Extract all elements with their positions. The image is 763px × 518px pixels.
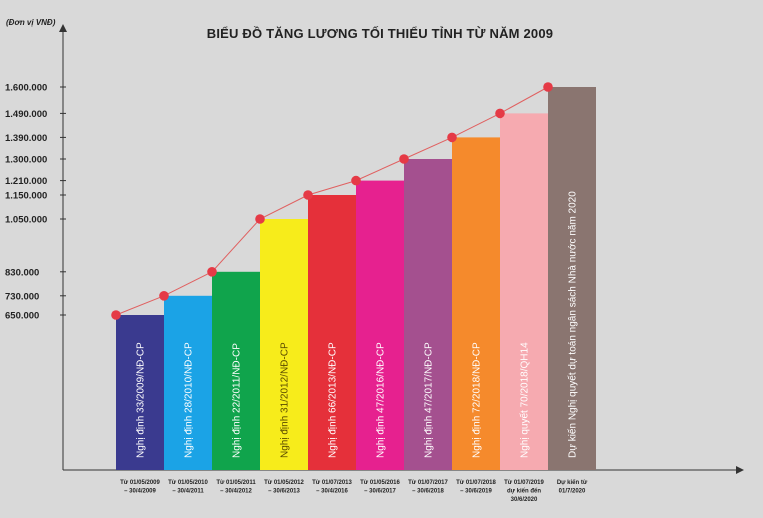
trend-line bbox=[115, 86, 549, 316]
x-tick-label: – 30/4/2012 bbox=[220, 489, 252, 495]
x-tick-label: Từ 01/05/2010 bbox=[168, 480, 208, 486]
y-tick-label: 730.000 bbox=[5, 291, 39, 302]
x-tick-label: – 30/6/2017 bbox=[364, 489, 396, 495]
bar bbox=[452, 137, 500, 470]
y-tick-label: 1.390.000 bbox=[5, 133, 47, 144]
bar-label: Nghị định 33/2009/NĐ-CP bbox=[136, 342, 147, 458]
bar-label: Nghị định 22/2011/NĐ-CP bbox=[232, 343, 243, 458]
bar bbox=[164, 295, 212, 470]
y-tick-label: 830.000 bbox=[5, 267, 39, 278]
y-ticks: 650.000 730.000 830.000 1.050.000 1.150.000 1… bbox=[5, 83, 66, 322]
y-tick-label: 1.490.000 bbox=[5, 109, 47, 120]
data-point bbox=[447, 132, 457, 143]
x-tick-label: dự kiến đến bbox=[507, 488, 541, 495]
bar bbox=[356, 180, 404, 470]
bar-label: Nghị định 72/2018/NĐ-CP bbox=[472, 342, 483, 458]
data-point bbox=[543, 82, 553, 92]
x-tick-label: Từ 01/07/2019 bbox=[504, 480, 544, 486]
bar bbox=[212, 271, 260, 470]
bar-label: Nghị định 31/2012/NĐ-CP bbox=[280, 342, 291, 458]
y-tick-label: 650.000 bbox=[5, 311, 39, 322]
bar-label: Nghị quyết 70/2018/QH14 bbox=[519, 342, 531, 458]
x-tick-label: Từ 01/05/2012 bbox=[264, 480, 304, 486]
x-tick-label: Từ 01/07/2013 bbox=[312, 480, 352, 486]
x-tick-label: – 30/4/2016 bbox=[316, 489, 348, 495]
bar bbox=[548, 87, 596, 470]
x-tick-label: Từ 01/05/2016 bbox=[360, 480, 400, 486]
bar bbox=[308, 195, 356, 470]
bar-label: Nghị định 66/2013/NĐ-CP bbox=[328, 342, 339, 458]
data-point bbox=[207, 267, 217, 277]
data-point bbox=[159, 291, 169, 301]
bar-label: Nghị định 28/2010/NĐ-CP bbox=[184, 342, 195, 458]
x-tick-label: 30/6/2020 bbox=[511, 497, 538, 503]
unit-label: (Đơn vị VNĐ) bbox=[6, 18, 56, 27]
x-tick-label: Từ 01/05/2011 bbox=[216, 480, 256, 486]
data-point bbox=[399, 154, 409, 164]
bar bbox=[500, 113, 548, 471]
x-tick-label: – 30/6/2018 bbox=[412, 489, 444, 495]
x-tick-label: 01/7/2020 bbox=[559, 489, 586, 495]
x-tick-label: – 30/4/2009 bbox=[124, 489, 156, 495]
bar-label: Dự kiến Nghị quyết dự toán ngân sách Nhà… bbox=[567, 191, 579, 458]
y-tick-label: 1.600.000 bbox=[5, 83, 47, 94]
data-point bbox=[351, 175, 361, 186]
data-point bbox=[495, 108, 505, 119]
bar bbox=[260, 219, 308, 470]
bar-label: Nghị định 47/2017/NĐ-CP bbox=[424, 342, 435, 458]
x-tick-label: Từ 01/05/2009 bbox=[120, 480, 160, 486]
x-tick-label: Dự kiến từ bbox=[557, 479, 588, 486]
trend-line-group bbox=[111, 82, 553, 320]
y-tick-label: 1.300.000 bbox=[5, 155, 47, 166]
x-axis-arrow bbox=[736, 466, 744, 474]
bar bbox=[116, 315, 164, 470]
y-tick-label: 1.150.000 bbox=[5, 191, 47, 202]
bars bbox=[116, 87, 596, 471]
x-tick-label: – 30/6/2013 bbox=[268, 489, 300, 495]
y-tick-label: 1.210.000 bbox=[5, 176, 47, 187]
data-point bbox=[111, 310, 121, 320]
chart-title: BIỂU ĐỒ TĂNG LƯƠNG TỐI THIỂU TỈNH TỪ NĂM… bbox=[207, 26, 553, 41]
bar-label: Nghị định 47/2016/NĐ-CP bbox=[376, 342, 387, 458]
x-tick-label: – 30/6/2019 bbox=[460, 489, 492, 495]
data-point bbox=[255, 214, 265, 224]
x-tick-label: – 30/4/2011 bbox=[172, 489, 204, 495]
y-tick-label: 1.050.000 bbox=[5, 215, 47, 226]
data-point bbox=[303, 190, 313, 200]
y-axis-arrow bbox=[59, 24, 67, 32]
bar bbox=[404, 159, 452, 470]
x-tick-label: Từ 01/07/2018 bbox=[456, 480, 496, 486]
bar-labels: Nghị định 33/2009/NĐ-CP Nghị định 28/2010… bbox=[136, 191, 579, 458]
x-tick-label: Từ 01/07/2017 bbox=[408, 480, 448, 486]
x-tick-labels: Từ 01/05/2009 – 30/4/2009 Từ 01/05/2010 – 3… bbox=[120, 479, 588, 503]
